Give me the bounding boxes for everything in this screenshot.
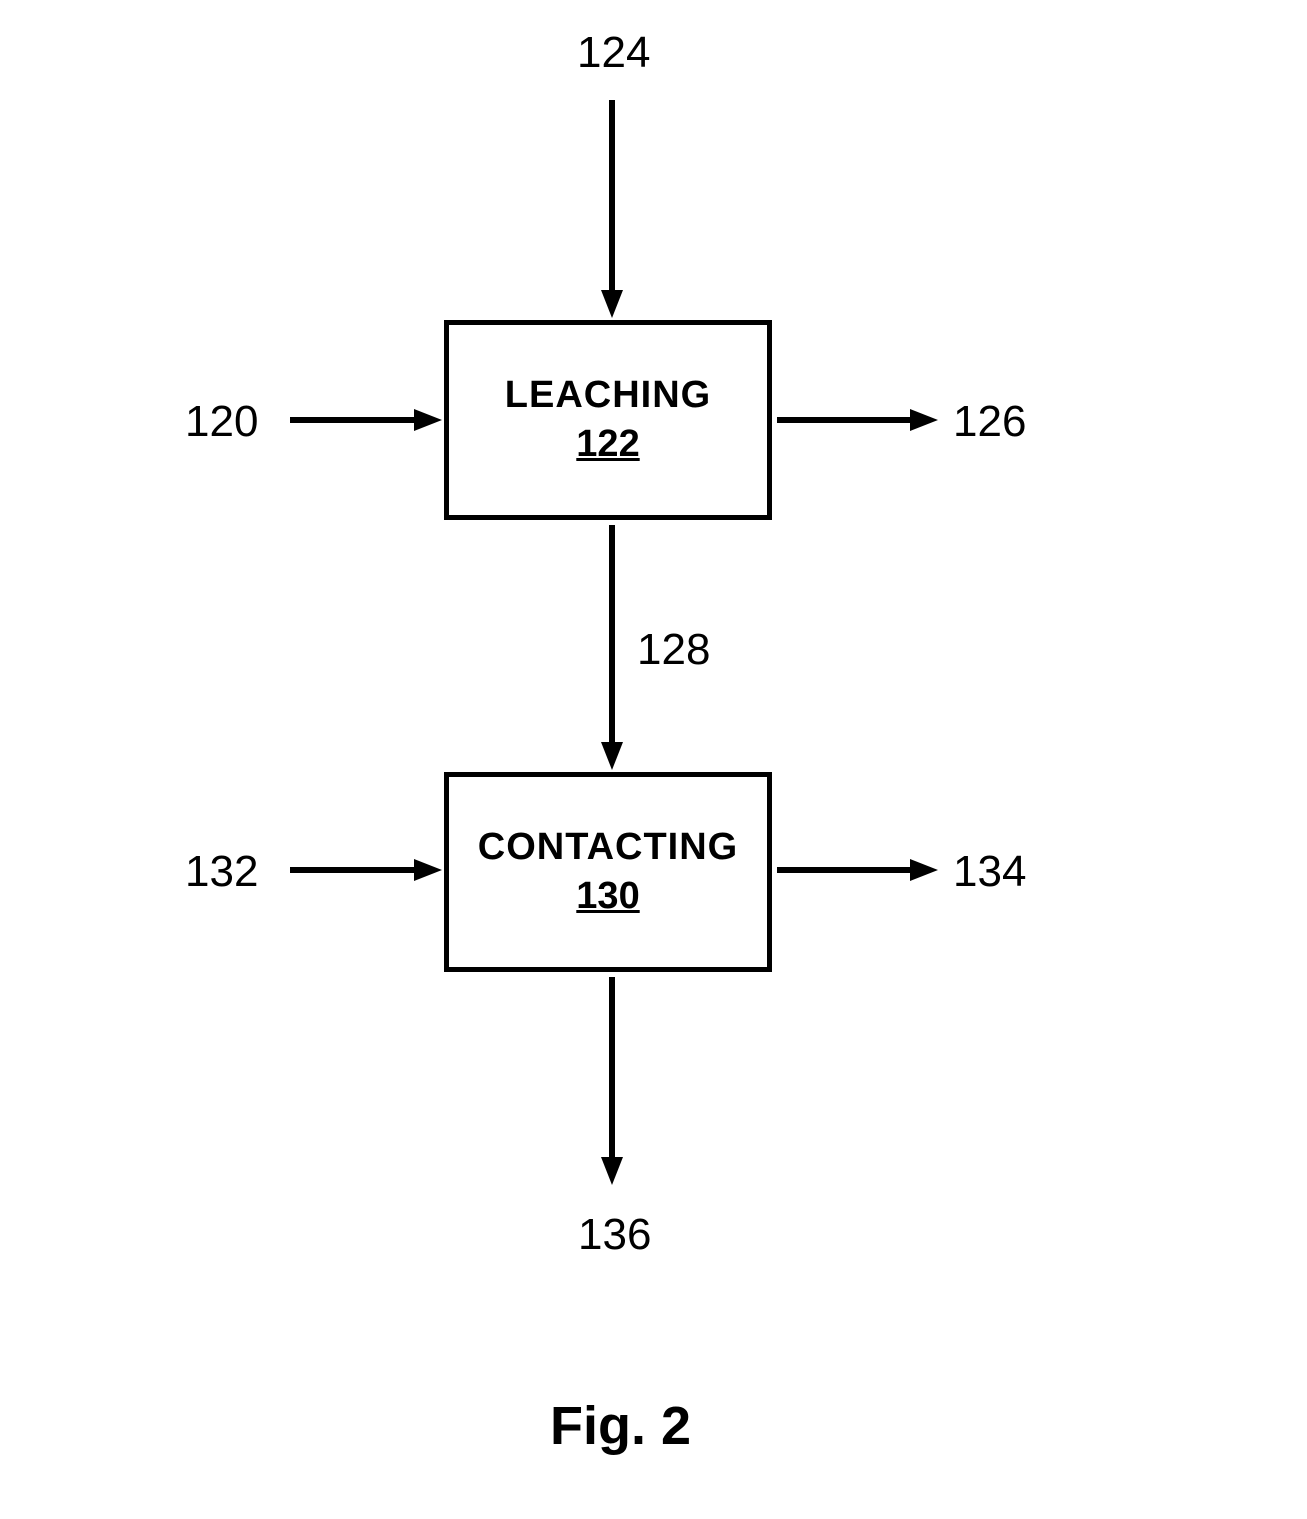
contacting-box-label: CONTACTING — [478, 826, 739, 869]
ref-label-120: 120 — [185, 397, 258, 447]
ref-label-134: 134 — [953, 847, 1026, 897]
ref-label-126: 126 — [953, 397, 1026, 447]
leaching-box-label: LEACHING — [505, 374, 711, 417]
leaching-box-number: 122 — [576, 423, 639, 466]
figure-caption: Fig. 2 — [550, 1395, 691, 1457]
contacting-box: CONTACTING 130 — [444, 772, 772, 972]
arrows-layer — [0, 0, 1307, 1519]
contacting-box-number: 130 — [576, 875, 639, 918]
leaching-box: LEACHING 122 — [444, 320, 772, 520]
ref-label-136: 136 — [578, 1210, 651, 1260]
ref-label-128: 128 — [637, 625, 710, 675]
ref-label-132: 132 — [185, 847, 258, 897]
diagram-canvas: LEACHING 122 CONTACTING 130 124 120 126 … — [0, 0, 1307, 1519]
ref-label-124: 124 — [577, 28, 650, 78]
